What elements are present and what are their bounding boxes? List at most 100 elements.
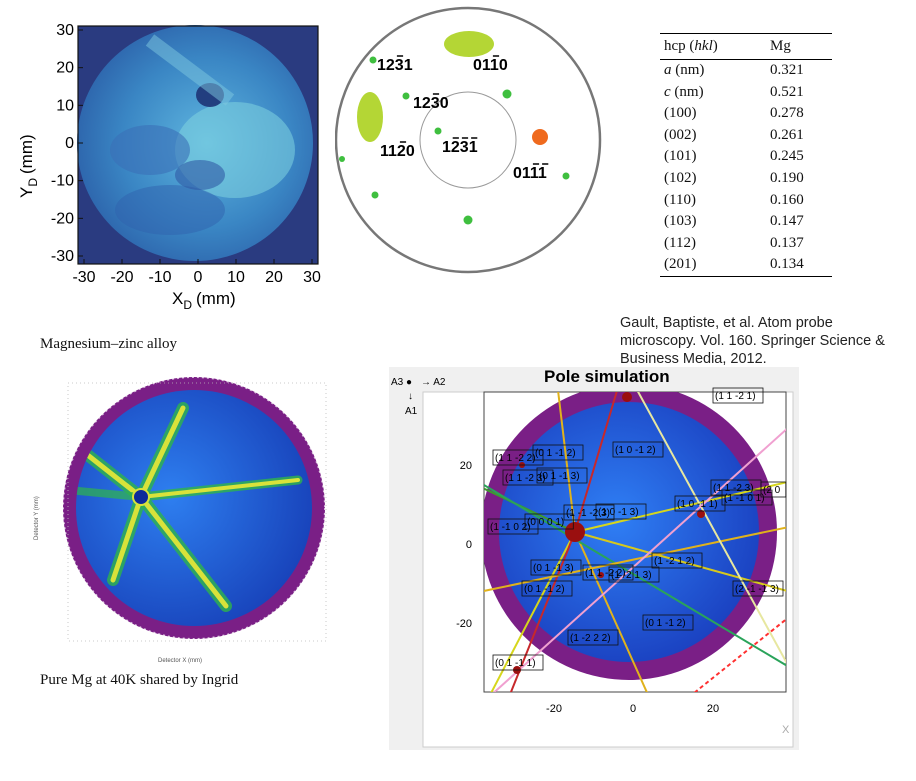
pole-sim-label-box [530,559,582,576]
table-row: (103) 0.147 [660,211,832,233]
table-row: c (nm) 0.521 [660,82,832,104]
table-header-hcp: hcp (hkl) [660,33,766,60]
pole-sim-x-tick: -20 [546,703,562,715]
pole-sim-x-tick: 20 [707,703,719,715]
table-row: (201) 0.134 [660,254,832,277]
table-row: (102) 0.190 [660,168,832,190]
table-cell-plane: (101) [664,148,697,165]
pole-sim-label-box [608,566,660,583]
pole-sim-label-box [492,654,544,671]
primitive-circle [335,6,602,274]
detector-x-tick: 0 [194,269,203,286]
pole-sim-label-box [492,449,544,466]
lattice-spacing-table: hcp (hkl) Mg a (nm) 0.321 c (nm) 0.521 (100)… [660,33,832,277]
table-cell-value: 0.245 [770,148,804,165]
pole-spot [434,127,442,135]
mg-y-label: Detector Y (mm) [34,496,40,540]
pole-sim-label: (0 1 -1 2) [524,584,565,595]
pole-sim-label: (1 1 -2 3) [713,483,754,494]
table-row: (110) 0.160 [660,190,832,212]
pole-label: 0110 [473,57,508,74]
detector-x-tick: 20 [265,269,283,286]
table-row: a (nm) 0.321 [660,60,832,82]
pole-sim-label: (2 0 [763,485,781,496]
pure-mg-svg: Detector X (mm) Detector Y (mm) [34,376,327,664]
pole-sim-label-box [524,513,574,530]
stereographic-projection: 1231 0110 1230 1120 1231 0111 [335,0,620,285]
detector-y-tick: 10 [56,97,74,114]
pole-sim-corner-x: X [782,724,790,736]
pole-sim-label-box [536,467,588,484]
detector-y-tick: 20 [56,60,74,77]
pole-spot [562,172,570,180]
pole-sim-label: (1 -1 0 2) [490,522,531,533]
pole-sim-label: (1 -1 0 1) [724,493,765,504]
mg-x-label: Detector X (mm) [158,658,202,664]
table-cell-plane: (112) [664,234,696,251]
axis-down-arrow: ↓ [408,391,413,402]
pole-label: 1230 [413,95,449,112]
pole-sim-label: (0 0 0 1) [527,517,564,528]
pole-sim-label: (1 1 -2 1) [715,391,756,402]
pole-sim-label-box [582,564,634,581]
pole-simulation-svg: Pole simulation A3 ● → A2 ↓ A1 [391,367,794,748]
table-cell-value: 0.321 [770,62,804,78]
stereogram-svg: 1231 0110 1230 1120 1231 0111 [335,6,602,274]
table-cell-value: 0.134 [766,254,832,277]
detector-y-ticks: 30 20 10 0 -10 -20 -30 [51,22,83,265]
citation-text: Gault, Baptiste, et al. Atom probe micro… [620,315,885,367]
detector-y-tick: 30 [56,22,74,39]
pole-sim-label: (1 1 -2 3) [505,473,546,484]
table-cell-value: 0.261 [770,126,804,143]
detector-x-tick: 30 [303,269,321,286]
table-cell-value: 0.137 [770,234,804,251]
table-cell-plane: (102) [664,169,697,186]
pole-label: 1231 [442,139,478,156]
pole-sim-title: Pole simulation [544,367,670,386]
table-cell-plane: (103) [664,213,697,230]
pole-sim-label: (2 -1 -1 3) [735,584,779,595]
detector-x-ticks: -30 -20 -10 0 10 20 30 [72,259,321,286]
pole-sim-label: (0 1 -1 2) [645,618,686,629]
pole-sim-label-box [567,629,619,646]
pole-sim-label: (1 -2 2 2) [570,633,611,644]
pole-spot [502,89,512,99]
pole-sim-label-box [651,552,703,569]
detector-y-tick: -30 [51,248,74,265]
pole-spot [463,215,473,225]
pole-sim-label-box [487,518,539,535]
detector-map-svg: 30 20 10 0 -10 -20 -30 -30 -20 -10 0 10 20 30 XD (mm)… [17,22,321,312]
pole-sim-y-ticks: 20 0 -20 [456,460,472,630]
table-cell-plane: (002) [664,126,697,143]
pole-simulation-panel: Pole simulation A3 ● → A2 ↓ A1 [389,367,799,750]
pole-label: 1231 [377,57,413,74]
pole-spot [369,56,377,64]
pole-sim-label: (1 0 -1 3) [598,507,639,518]
pole-sim-label-box [674,495,726,512]
pole-sim-label-box [721,489,773,506]
pole-sim-label: (0 1 -1 3) [533,563,574,574]
pole-spot [402,92,410,100]
pole-sim-label: (0 1 -1 1) [495,658,536,669]
pole-spot [339,156,345,162]
pole-0001-spot [565,522,585,542]
pole-sim-y-tick: 0 [466,539,472,551]
pole-labels: 1231 0110 1230 1120 1231 0111 [377,55,549,182]
pole-sim-label: (1 0 -1 1) [677,499,718,510]
pole-sim-y-tick: 20 [460,460,472,472]
axis-a3: A3 ● [391,377,412,388]
detector-x-tick: 10 [227,269,245,286]
pole-sim-label-box [612,441,664,458]
table-row: (101) 0.245 [660,146,832,168]
pole-sim-label-box [595,503,647,520]
table-cell-value: 0.147 [770,213,804,230]
pole-sim-label: (1 1 -2 2) [585,568,626,579]
mg-center-pole [132,488,150,506]
table-row: (002) 0.261 [660,125,832,147]
pole-sim-label: (0 1 -1 2) [535,448,576,459]
pole-accent-spot [532,129,548,145]
detector-x-tick: -20 [110,269,133,286]
pole-sim-label: (1 -2 1 3) [611,570,652,581]
lattice-table: hcp (hkl) Mg a (nm) 0.321 c (nm) 0.521 (100)… [660,33,832,277]
detector-x-tick: -30 [72,269,95,286]
